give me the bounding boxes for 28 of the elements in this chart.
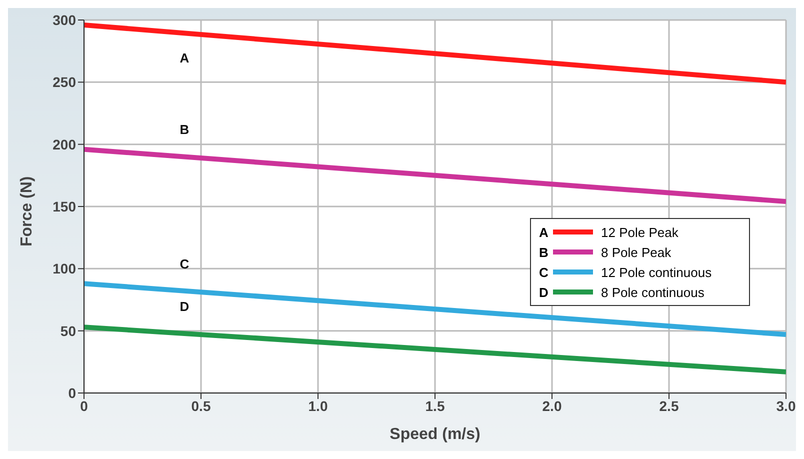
annotation: B — [180, 122, 190, 138]
legend-label: 12 Pole continuous — [601, 264, 713, 280]
annotation: A — [180, 50, 190, 66]
x-axis-title: Speed (m/s) — [390, 426, 480, 443]
text: B — [539, 244, 548, 260]
annotation: C — [180, 256, 190, 272]
y-tick-label: 150 — [52, 198, 76, 214]
annotation: D — [180, 298, 190, 314]
y-tick-label: 300 — [52, 12, 76, 28]
text: A — [539, 224, 548, 240]
y-tick-label: 200 — [52, 136, 76, 152]
x-tick-label: 2.5 — [659, 398, 679, 414]
legend-label: 8 Pole continuous — [601, 284, 706, 300]
y-tick-label: 100 — [52, 260, 76, 277]
y-axis-title: Force (N) — [18, 176, 36, 246]
legend-label: 12 Pole Peak — [601, 224, 680, 240]
text: D — [539, 284, 548, 300]
legend-label: 8 Pole Peak — [601, 244, 672, 260]
y-tick-label: 250 — [52, 74, 76, 90]
x-tick-label: 0 — [80, 398, 88, 414]
x-tick-label: 1.0 — [308, 398, 328, 414]
x-tick-label: 1.5 — [425, 398, 445, 414]
x-tick-label: 3.0 — [776, 398, 796, 414]
x-tick-label: 0.5 — [191, 398, 211, 414]
text: C — [539, 264, 548, 280]
y-tick-label: 0 — [68, 384, 76, 401]
x-tick-label: 2.0 — [542, 398, 562, 414]
y-tick-label: 50 — [60, 322, 76, 339]
